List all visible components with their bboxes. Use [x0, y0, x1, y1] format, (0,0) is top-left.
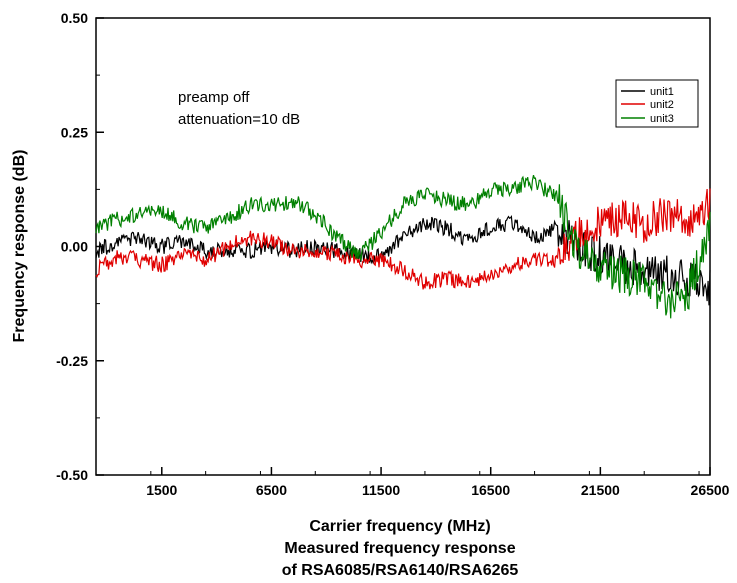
legend-label-unit3: unit3: [650, 113, 674, 125]
legend-label-unit1: unit1: [650, 86, 674, 98]
series-line-unit1: [95, 214, 711, 306]
caption-line-2: of RSA6085/RSA6140/RSA6265: [281, 562, 519, 579]
annotation-preamp: preamp off: [178, 89, 250, 106]
y-tick-label-0: -0.50: [56, 467, 88, 483]
x-tick-label-5: 26500: [691, 482, 730, 498]
x-tick-label-1: 6500: [256, 482, 287, 498]
x-tick-label-0: 1500: [146, 482, 177, 498]
series-line-unit3: [95, 174, 711, 319]
ticks-layer: 1500 6500 11500 16500 21500 26500 -0.50 -0.25 0.…: [56, 10, 730, 498]
x-tick-label-4: 21500: [581, 482, 620, 498]
annotation-attenuation: attenuation=10 dB: [178, 111, 300, 128]
caption-line-1: Measured frequency response: [284, 540, 516, 557]
y-axis-title: Frequency response (dB): [11, 150, 28, 343]
y-tick-label-3: 0.25: [61, 124, 88, 140]
y-tick-label-2: 0.00: [61, 239, 88, 255]
series-line-unit2: [95, 188, 711, 290]
x-tick-label-2: 11500: [362, 482, 400, 498]
y-tick-label-4: 0.50: [61, 10, 88, 26]
series-layer: [95, 174, 711, 319]
x-tick-label-3: 16500: [471, 482, 510, 498]
legend-label-unit2: unit2: [650, 99, 674, 111]
y-tick-label-1: -0.25: [56, 353, 88, 369]
legend: unit1 unit2 unit3: [615, 79, 699, 128]
x-axis-title: Carrier frequency (MHz): [309, 518, 490, 535]
